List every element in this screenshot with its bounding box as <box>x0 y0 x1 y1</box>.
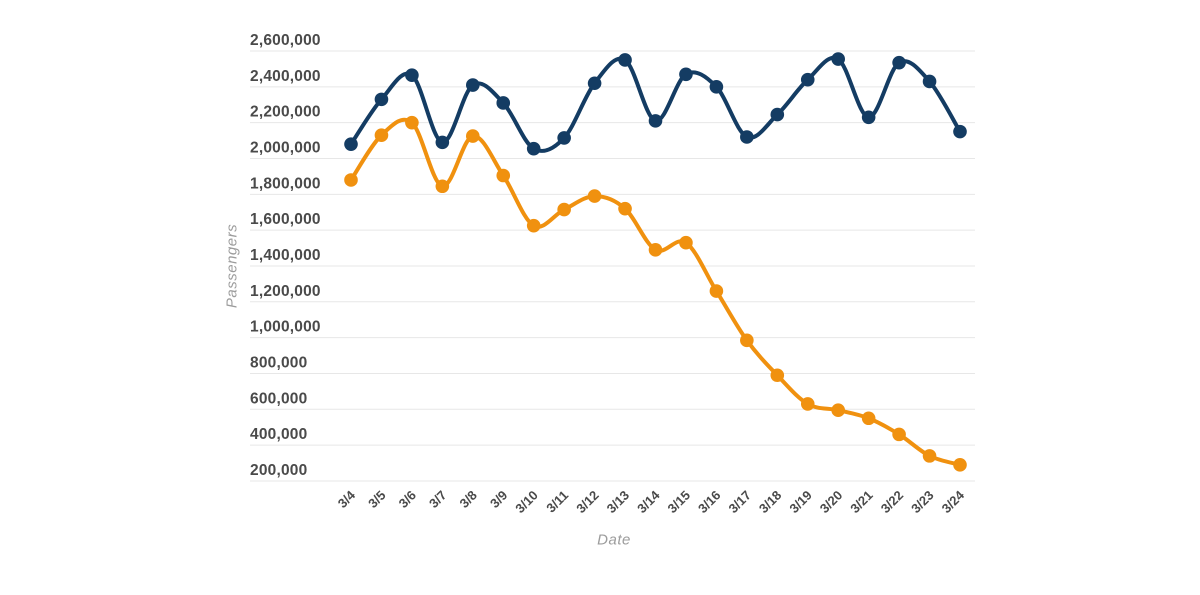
data-point-orange-3/22[interactable] <box>892 427 906 442</box>
data-point-blue-3/22[interactable] <box>892 55 906 70</box>
data-point-blue-3/11[interactable] <box>557 131 571 145</box>
x-tick-label: 3/11 <box>543 488 571 516</box>
data-point-blue-3/8[interactable] <box>466 78 480 92</box>
y-axis-title: Passengers <box>223 223 241 309</box>
data-point-orange-3/11[interactable] <box>557 202 571 217</box>
data-point-blue-3/23[interactable] <box>922 74 937 89</box>
data-point-orange-3/13[interactable] <box>618 201 632 216</box>
data-point-blue-3/5[interactable] <box>374 92 389 107</box>
data-point-orange-3/18[interactable] <box>770 368 785 383</box>
data-point-orange-3/24[interactable] <box>953 458 967 472</box>
data-point-orange-3/14[interactable] <box>648 243 663 257</box>
data-point-blue-3/20[interactable] <box>831 52 845 66</box>
x-tick-label: 3/14 <box>634 487 663 516</box>
x-tick-label: 3/16 <box>695 488 724 517</box>
y-tick-label: 400,000 <box>250 426 307 443</box>
data-point-orange-3/7[interactable] <box>435 179 450 194</box>
y-tick-label: 1,000,000 <box>250 319 321 336</box>
x-tick-label: 3/20 <box>817 488 846 517</box>
x-tick-label: 3/10 <box>512 488 541 517</box>
y-tick-label: 1,400,000 <box>250 247 321 264</box>
x-axis-title: Date <box>597 531 631 549</box>
x-tick-label: 3/4 <box>335 487 359 511</box>
x-tick-label: 3/9 <box>487 488 510 511</box>
data-point-blue-3/14[interactable] <box>648 114 663 128</box>
data-point-blue-3/10[interactable] <box>526 141 541 156</box>
data-point-orange-3/20[interactable] <box>831 403 845 418</box>
data-point-orange-3/21[interactable] <box>861 411 876 426</box>
data-point-blue-3/7[interactable] <box>435 135 450 150</box>
data-point-orange-3/8[interactable] <box>466 129 480 143</box>
data-point-blue-3/9[interactable] <box>496 96 511 110</box>
data-point-blue-3/4[interactable] <box>344 137 358 151</box>
data-point-blue-3/13[interactable] <box>618 53 632 67</box>
x-tick-label: 3/12 <box>573 488 602 517</box>
x-tick-label: 3/13 <box>604 488 633 517</box>
x-tick-label: 3/7 <box>426 488 449 511</box>
y-tick-label: 1,800,000 <box>250 175 321 192</box>
y-tick-label: 600,000 <box>250 390 307 407</box>
data-point-blue-3/18[interactable] <box>770 107 785 122</box>
data-point-orange-3/10[interactable] <box>526 218 541 233</box>
x-tick-label: 3/21 <box>847 488 876 517</box>
data-point-orange-3/9[interactable] <box>496 168 511 183</box>
y-tick-label: 2,600,000 <box>250 32 321 49</box>
data-point-blue-3/12[interactable] <box>587 76 602 91</box>
data-point-orange-3/19[interactable] <box>800 397 815 411</box>
data-point-orange-3/17[interactable] <box>740 333 754 348</box>
data-point-blue-3/19[interactable] <box>800 72 815 87</box>
y-tick-label: 2,200,000 <box>250 104 321 121</box>
x-tick-label: 3/17 <box>725 488 754 517</box>
data-point-orange-3/23[interactable] <box>922 449 937 463</box>
data-point-blue-3/15[interactable] <box>679 67 693 82</box>
data-point-blue-3/16[interactable] <box>709 80 724 94</box>
y-tick-label: 800,000 <box>250 354 307 371</box>
x-tick-label: 3/23 <box>908 488 937 517</box>
x-tick-label: 3/8 <box>457 488 480 511</box>
x-tick-label: 3/24 <box>939 487 968 516</box>
data-point-orange-3/12[interactable] <box>587 189 602 203</box>
data-point-orange-3/15[interactable] <box>679 235 693 250</box>
data-point-blue-3/17[interactable] <box>740 130 754 144</box>
y-tick-label: 2,000,000 <box>250 139 321 156</box>
data-point-blue-3/24[interactable] <box>953 124 967 139</box>
y-tick-label: 2,400,000 <box>250 68 321 85</box>
x-tick-label: 3/5 <box>365 488 388 511</box>
y-tick-label: 1,600,000 <box>250 211 321 228</box>
data-point-orange-3/5[interactable] <box>374 128 389 142</box>
data-point-blue-3/21[interactable] <box>861 110 876 125</box>
y-tick-label: 1,200,000 <box>250 283 321 300</box>
x-tick-label: 3/6 <box>396 488 419 511</box>
x-tick-label: 3/19 <box>786 488 815 517</box>
x-tick-label: 3/18 <box>756 488 785 517</box>
y-tick-label: 200,000 <box>250 462 307 479</box>
x-tick-label: 3/22 <box>878 488 907 517</box>
data-point-orange-3/16[interactable] <box>709 284 724 298</box>
data-point-orange-3/6[interactable] <box>405 115 419 130</box>
data-point-orange-3/4[interactable] <box>344 173 358 187</box>
data-point-blue-3/6[interactable] <box>405 68 419 82</box>
x-tick-label: 3/15 <box>665 488 694 517</box>
